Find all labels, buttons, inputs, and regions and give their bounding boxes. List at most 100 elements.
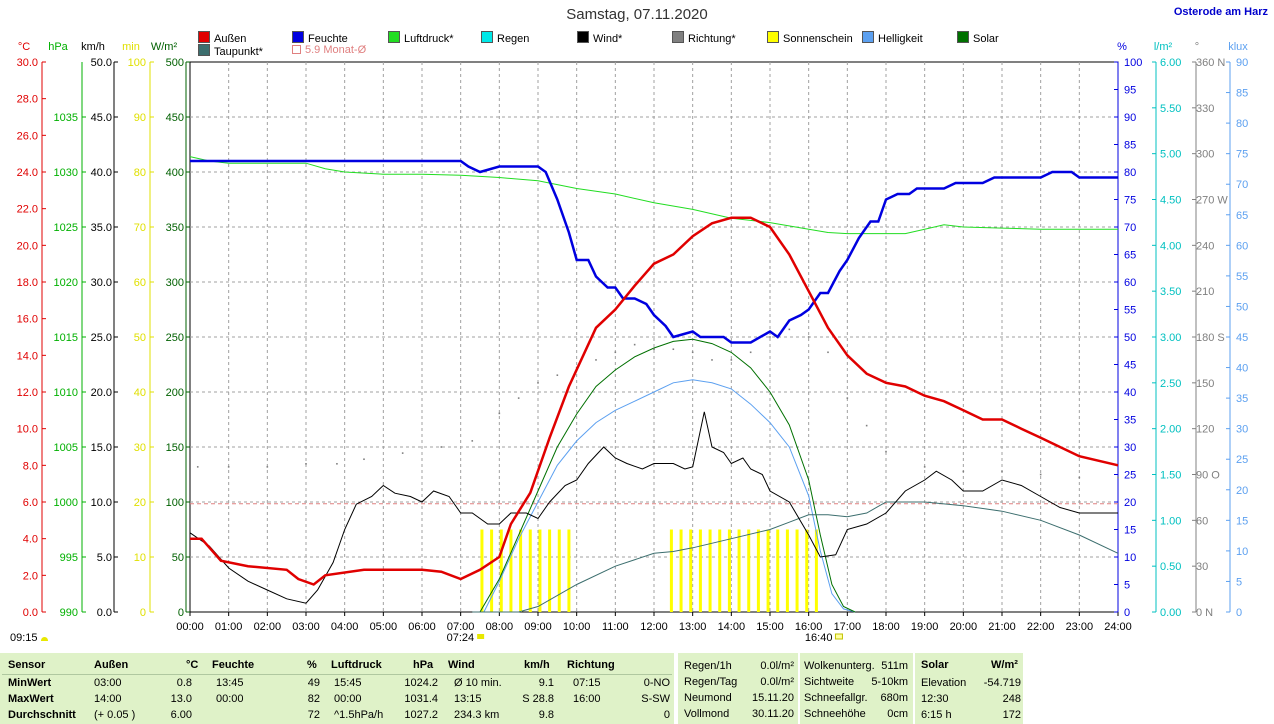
series-line-solar: [479, 338, 856, 613]
direction-dot: [827, 351, 829, 354]
right-axis-tick-label: 60: [1124, 277, 1136, 289]
left-axis-tick-label: 200: [166, 387, 184, 399]
stats-clouds-label: Schneehöhe: [804, 708, 866, 720]
legend-swatch: [198, 31, 210, 43]
left-axis-tick-label: 0.0: [23, 607, 38, 619]
right-axis-tick-label: 45: [1124, 360, 1136, 372]
left-axis-tick-label: 0: [178, 607, 184, 619]
legend-swatch: [767, 31, 779, 43]
stats-cell-a-time: 03:00: [94, 677, 122, 689]
series-line-wind: [189, 411, 1118, 604]
legend-swatch: [577, 31, 589, 43]
direction-dot: [1001, 470, 1003, 473]
left-axis-tick-label: 35.0: [91, 222, 112, 234]
sunshine-bar: [490, 529, 494, 612]
legend-item: Regen: [481, 31, 529, 45]
station-name[interactable]: Osterode am Harz: [1173, 6, 1268, 18]
left-axis-tick-label: 25.0: [91, 332, 112, 344]
right-axis-tick-label: 90: [1124, 112, 1136, 124]
legend-label: Richtung*: [688, 33, 736, 45]
right-axis-tick-label: 25: [1236, 454, 1248, 466]
direction-dot: [885, 450, 887, 453]
stats-cell-l-time: 00:00: [334, 693, 362, 705]
stats-clouds-value: 5-10km: [871, 676, 908, 688]
x-tick-label: 14:00: [718, 621, 746, 633]
stats-cell-f-val: 49: [307, 677, 320, 689]
left-axis-tick-label: 40.0: [91, 167, 112, 179]
sunshine-bar: [567, 529, 571, 612]
stats-cell-w-time: Ø 10 min.: [454, 677, 502, 689]
weather-chart: 00:00 01:00 02:00 03:00 04:00 05:00 06:00 07:00…: [17, 41, 1249, 644]
stats-header-sensor: Sensor: [8, 659, 46, 671]
left-axis-tick-label: 2.0: [23, 570, 38, 582]
right-axis-tick-label: 95: [1124, 85, 1136, 97]
stats-header-luftdruck: Luftdruck: [331, 659, 382, 671]
stats-cell-f-time: 13:45: [216, 677, 244, 689]
right-axis-tick-label: 50: [1124, 332, 1136, 344]
x-tick-label: 16:00: [795, 621, 823, 633]
right-axis-tick-label: 35: [1236, 393, 1248, 405]
right-axis-tick-label: 0: [1236, 607, 1242, 619]
legend-item: Sonnenschein: [767, 31, 853, 45]
left-axis-tick-label: 10: [134, 552, 146, 564]
x-tick-label: 06:00: [408, 621, 436, 633]
stats-solar-label: Elevation: [921, 677, 967, 689]
left-axis-tick-label: 250: [166, 332, 184, 344]
right-axis-tick-label: 25: [1124, 470, 1136, 482]
direction-dot: [363, 458, 365, 461]
sunshine-bar: [766, 529, 770, 612]
left-axis-unit: min: [122, 41, 140, 53]
stats-cell-l-time: 15:45: [334, 677, 362, 689]
stats-cell-a-val: 13.0: [170, 693, 192, 705]
left-axis-tick-label: 6.0: [23, 497, 38, 509]
stats-header-solar-unit: W/m²: [991, 659, 1018, 671]
stats-cell-label: MinWert: [8, 677, 52, 689]
sunshine-bar: [528, 529, 532, 612]
left-axis-tick-label: 50: [172, 552, 184, 564]
right-axis-tick-label: 100: [1124, 57, 1142, 69]
stats-cell-w-val: 9.8: [538, 709, 554, 721]
right-axis-tick-label: 20: [1124, 497, 1136, 509]
direction-dot: [691, 351, 694, 354]
right-axis-tick-label: 330: [1196, 103, 1214, 115]
legend-label: Solar: [973, 33, 999, 45]
right-axis-tick-label: 5.00: [1160, 149, 1181, 161]
stats-cell-label: MaxWert: [8, 693, 54, 705]
right-axis-tick-label: 65: [1236, 210, 1248, 222]
direction-dot: [401, 452, 404, 454]
right-axis-tick-label: 120: [1196, 424, 1214, 436]
x-tick-label: 18:00: [872, 621, 900, 633]
legend-swatch: [672, 31, 684, 43]
left-axis-tick-label: 22.0: [17, 204, 38, 216]
legend-swatch: [862, 31, 874, 43]
x-tick-label: 19:00: [911, 621, 939, 633]
right-axis-tick-label: 10: [1236, 546, 1248, 558]
left-axis-tick-label: 1015: [54, 332, 78, 344]
left-axis-tick-label: 30.0: [91, 277, 112, 289]
legend-item: Luftdruck*: [388, 31, 454, 45]
stats-cell-w-val: 9.1: [538, 677, 554, 689]
right-axis-tick-label: 2.00: [1160, 424, 1181, 436]
sunshine-bar: [756, 529, 760, 612]
left-axis-unit: hPa: [48, 41, 68, 53]
direction-dot: [266, 466, 269, 468]
stats-cell-a-time: 14:00: [94, 693, 122, 705]
right-axis-tick-label: 0.50: [1160, 561, 1181, 573]
sun-icon: [40, 637, 48, 641]
direction-dot: [730, 359, 733, 361]
direction-dot: [498, 412, 501, 415]
left-axis-tick-label: 1030: [54, 167, 78, 179]
direction-dot: [788, 328, 791, 331]
right-axis-tick-label: 70: [1124, 222, 1136, 234]
left-axis-unit: °C: [18, 41, 30, 53]
left-axis-tick-label: 1020: [54, 277, 78, 289]
left-axis-tick-label: 12.0: [17, 387, 38, 399]
direction-dot: [653, 348, 655, 351]
sunshine-bar: [785, 529, 789, 612]
x-tick-label: 20:00: [950, 621, 978, 633]
legend-item: Richtung*: [672, 31, 736, 45]
stats-cell-label: Durchschnitt: [8, 709, 76, 721]
stats-header-wind-unit: km/h: [524, 659, 550, 671]
stats-panel: Sensor Außen °C Feuchte % Luftdruck hPa …: [0, 653, 1274, 724]
legend-label: 5.9 Monat-Ø: [305, 44, 367, 56]
